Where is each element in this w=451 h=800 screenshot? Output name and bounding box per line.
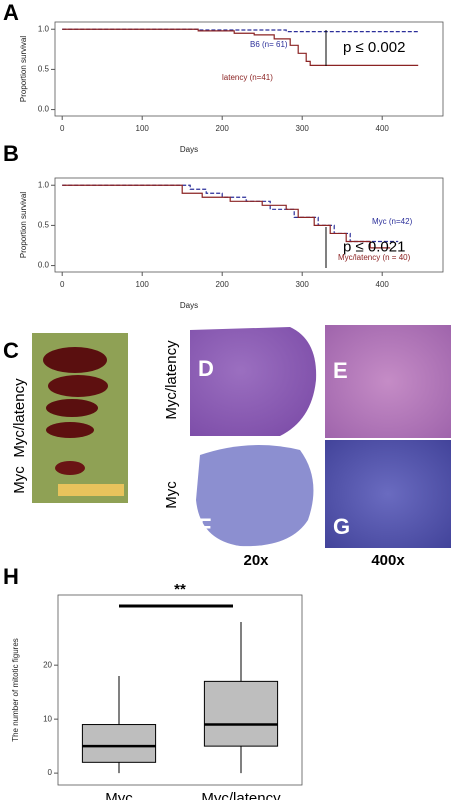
photo-f bbox=[196, 445, 314, 547]
plot-frame bbox=[57, 594, 303, 786]
y-tick-label: 10 bbox=[43, 714, 52, 723]
y-axis-label: Proportion survival bbox=[19, 192, 28, 258]
box bbox=[81, 724, 157, 763]
spleen bbox=[46, 399, 98, 417]
panel-letter: E bbox=[333, 358, 348, 383]
series-label: Myc (n=42) bbox=[372, 217, 413, 226]
survival-curve bbox=[62, 28, 419, 33]
panel-letter: A bbox=[3, 0, 19, 25]
row-label: Myc/latency bbox=[163, 340, 180, 420]
y-tick-label: 0.0 bbox=[38, 261, 50, 270]
survival-curve bbox=[62, 28, 419, 66]
x-tick-label: 100 bbox=[136, 124, 150, 133]
y-tick-label: 0 bbox=[48, 768, 53, 777]
y-tick-label: 20 bbox=[43, 660, 52, 669]
x-tick-label: 0 bbox=[60, 124, 65, 133]
x-tick-label: 300 bbox=[296, 124, 310, 133]
panel-letter: B bbox=[3, 141, 19, 166]
series-label: latency (n=41) bbox=[222, 73, 273, 82]
x-tick-label: 0 bbox=[60, 280, 65, 289]
y-tick-label: 0.5 bbox=[38, 65, 50, 74]
photo-g bbox=[325, 440, 451, 548]
significance: ** bbox=[174, 581, 186, 598]
row-label: Myc bbox=[163, 481, 180, 509]
magnification: 400x bbox=[371, 552, 405, 569]
box bbox=[203, 680, 279, 747]
y-tick-label: 0.5 bbox=[38, 221, 50, 230]
spleen bbox=[46, 422, 94, 438]
x-tick-label: 200 bbox=[216, 280, 230, 289]
x-tick-label: 400 bbox=[376, 280, 390, 289]
x-axis-label: Days bbox=[180, 145, 198, 154]
x-tick-label: 200 bbox=[216, 124, 230, 133]
series-label: B6 (n= 61) bbox=[250, 40, 288, 49]
y-tick-label: 1.0 bbox=[38, 24, 50, 33]
p-value: p ≤ 0.021 bbox=[343, 238, 405, 255]
survival-curve bbox=[62, 184, 399, 243]
row-label: Myc/latency bbox=[11, 378, 28, 458]
x-tick-label: 300 bbox=[296, 280, 310, 289]
spleen bbox=[48, 375, 108, 397]
p-value: p ≤ 0.002 bbox=[343, 39, 405, 56]
x-tick-label: 400 bbox=[376, 124, 390, 133]
panel-letter: D bbox=[198, 356, 214, 381]
series-label: Myc/latency (n = 40) bbox=[338, 253, 411, 262]
spleen bbox=[43, 347, 107, 373]
row-label: Myc bbox=[11, 466, 28, 494]
y-axis-label: Proportion survival bbox=[19, 36, 28, 102]
panel-letter: H bbox=[3, 564, 19, 589]
panel-letter: F bbox=[198, 514, 211, 539]
y-tick-label: 1.0 bbox=[38, 180, 50, 189]
plot-frame bbox=[54, 21, 444, 117]
photo-e bbox=[325, 325, 451, 438]
panel-letter: G bbox=[333, 514, 350, 539]
x-tick-label: Myc bbox=[105, 790, 133, 800]
spleen bbox=[55, 461, 85, 475]
y-axis-label: The number of mitotic figures bbox=[11, 638, 20, 742]
x-tick-label: Myc/latency bbox=[201, 790, 281, 800]
x-axis-label: Days bbox=[180, 301, 198, 310]
y-tick-label: 0.0 bbox=[38, 105, 50, 114]
panel-letter: C bbox=[3, 338, 19, 363]
magnification: 20x bbox=[243, 552, 269, 569]
x-tick-label: 100 bbox=[136, 280, 150, 289]
photo-d bbox=[190, 327, 317, 436]
survival-curve bbox=[62, 184, 391, 249]
ruler bbox=[58, 484, 124, 496]
